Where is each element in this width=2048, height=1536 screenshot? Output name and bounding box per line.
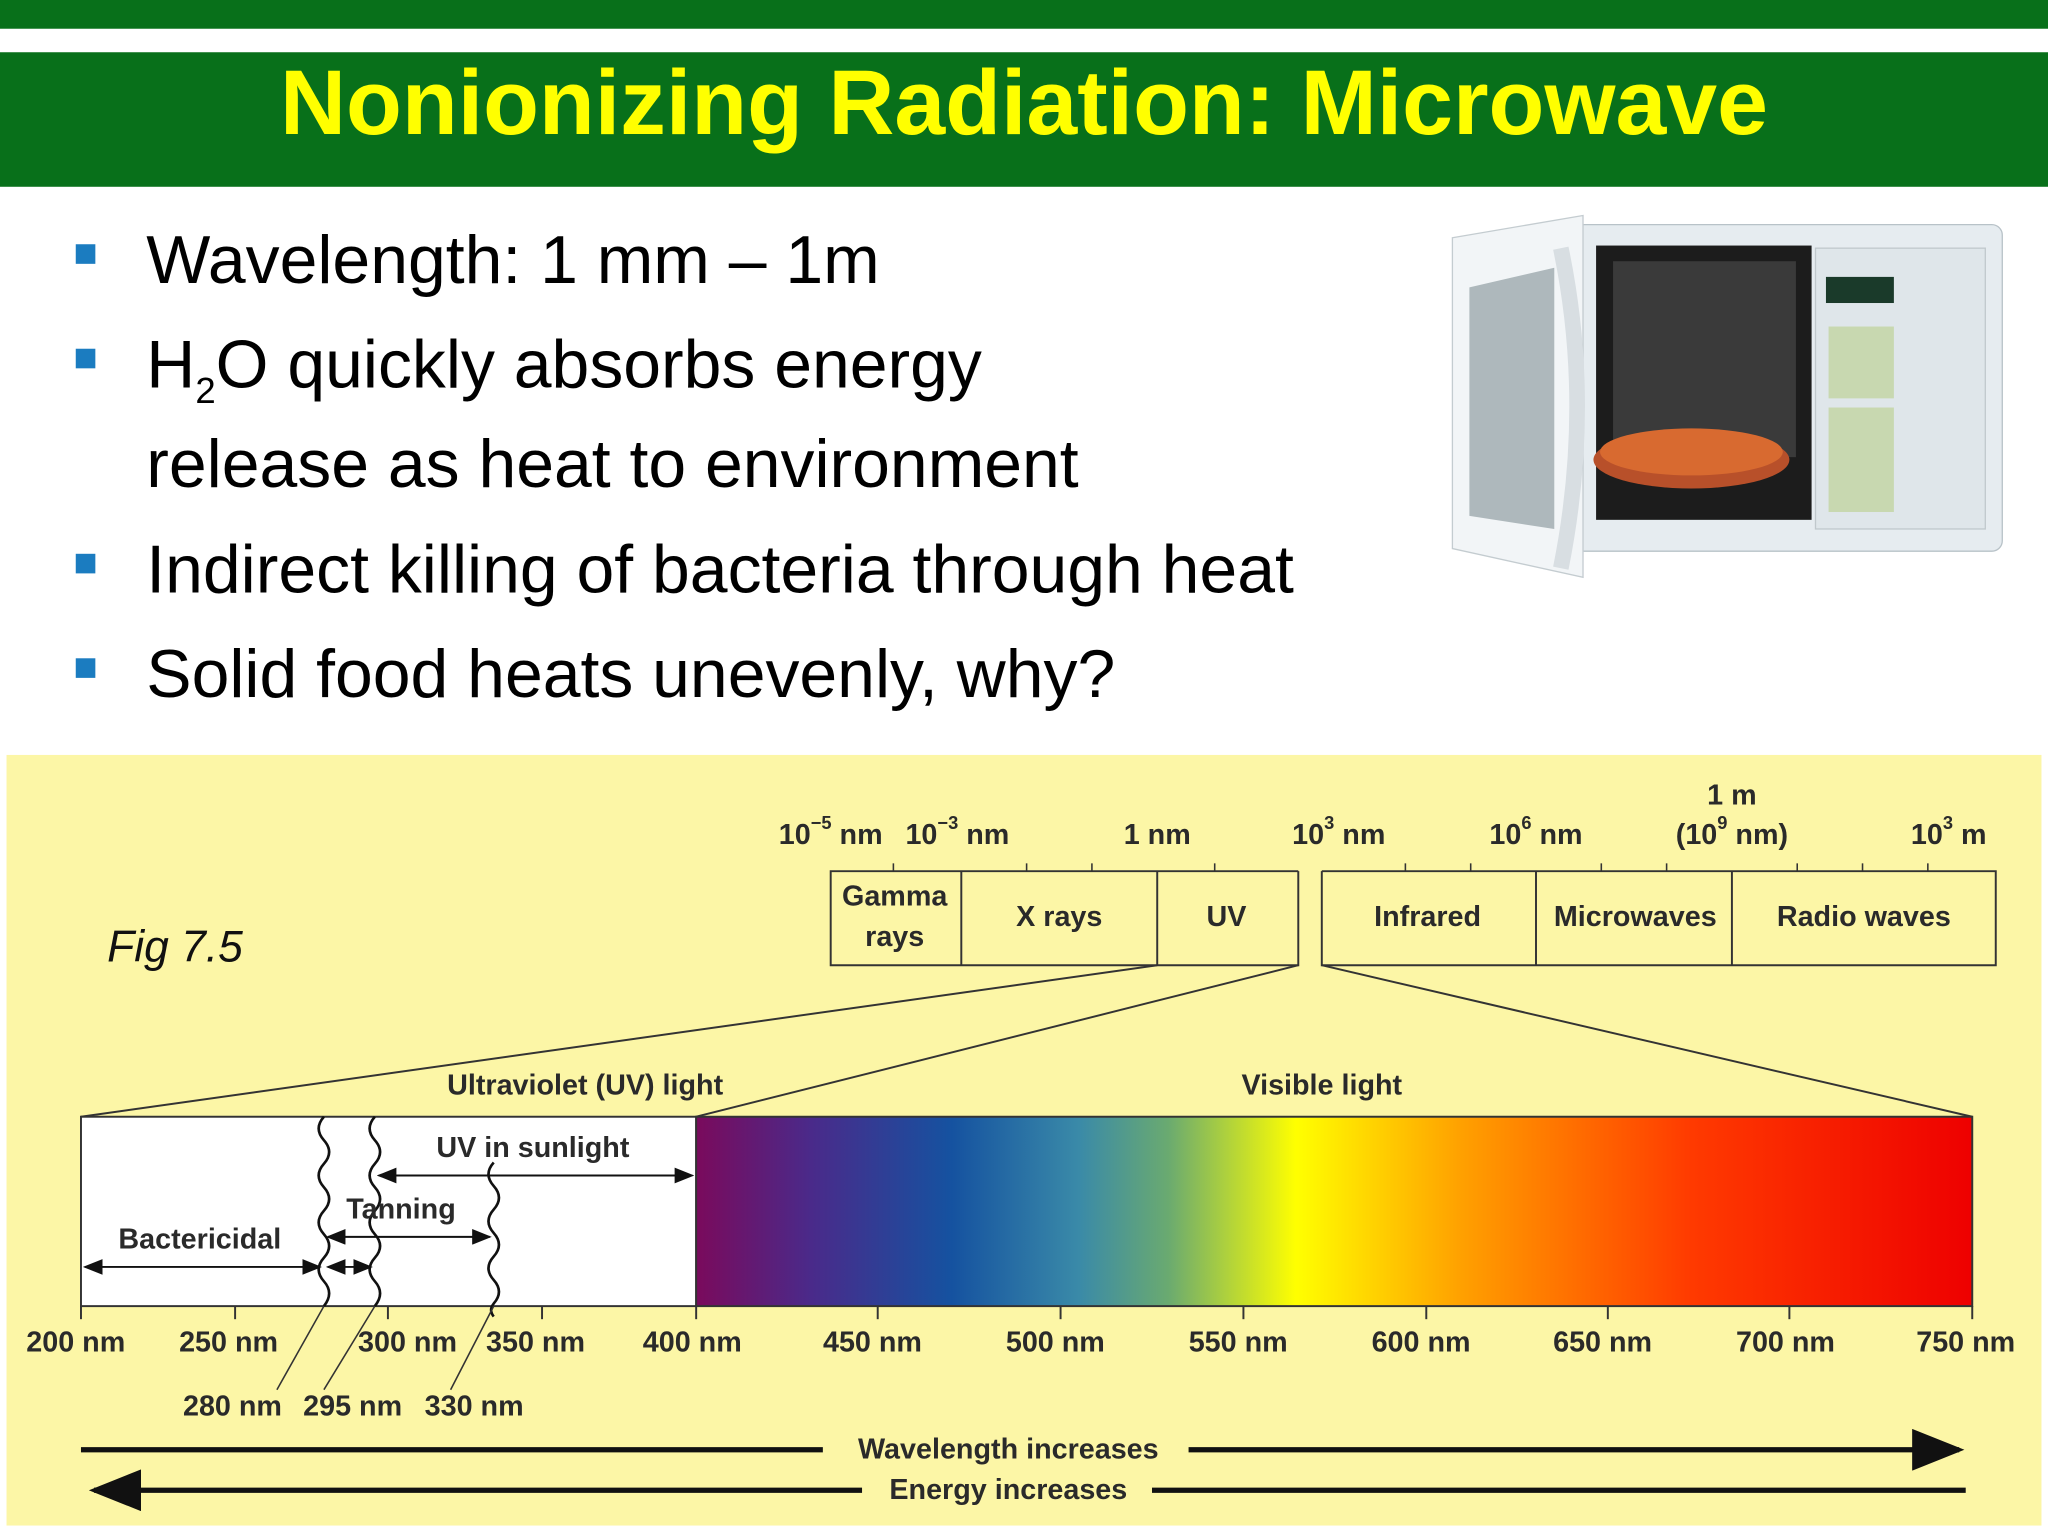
bullet-text: Wavelength: 1 mm – 1m bbox=[146, 223, 879, 298]
bullet-text: Indirect killing of bacteria through hea… bbox=[146, 533, 1294, 608]
subscript: 2 bbox=[195, 370, 215, 411]
bullet-text-part: Solid food heats unevenly, why? bbox=[146, 637, 1115, 712]
scale-exp: 3 bbox=[1324, 812, 1334, 833]
bullet-text: H2O quickly absorbs energy bbox=[146, 328, 982, 411]
scale-label: 103 m bbox=[1911, 812, 1987, 851]
band-label: Gamma bbox=[842, 881, 948, 913]
scale-unit: nm) bbox=[1727, 819, 1788, 851]
band-label: UV bbox=[1206, 901, 1246, 933]
bullet-text-part: H bbox=[146, 328, 195, 403]
scale-exp: 3 bbox=[1943, 812, 1953, 833]
scale-base: 10 bbox=[1911, 819, 1943, 851]
scale-label: (109 nm) bbox=[1676, 812, 1788, 851]
scale-base: (10 bbox=[1676, 819, 1718, 851]
region-label: Visible light bbox=[1241, 1069, 1402, 1101]
band-label: Microwaves bbox=[1554, 901, 1717, 933]
scale-exp: −3 bbox=[937, 812, 958, 833]
boundary-label: 280 nm bbox=[183, 1391, 282, 1423]
scale-label: 10−5 nm bbox=[779, 812, 883, 851]
range-label: UV in sunlight bbox=[436, 1132, 629, 1164]
scale-label: 1 m bbox=[1707, 779, 1757, 811]
scale-label: 106 nm bbox=[1489, 812, 1582, 851]
tick-label: 750 nm bbox=[1916, 1327, 2015, 1359]
scale-label: 103 nm bbox=[1292, 812, 1385, 851]
title-band bbox=[0, 52, 2048, 187]
title: Nonionizing Radiation: Microwave bbox=[280, 52, 1768, 154]
bullet-marker bbox=[75, 553, 96, 574]
scale-unit: nm bbox=[958, 819, 1009, 851]
scale-base: 10 bbox=[905, 819, 937, 851]
scale-base: 10 bbox=[1292, 819, 1324, 851]
tick-label: 700 nm bbox=[1736, 1327, 1835, 1359]
bullet-text-part: O quickly absorbs energy bbox=[216, 328, 982, 403]
band-label: Infrared bbox=[1374, 901, 1481, 933]
spectrum-box bbox=[80, 870, 1997, 1118]
band-label: Radio waves bbox=[1777, 901, 1951, 933]
scale-unit: nm bbox=[1334, 819, 1385, 851]
tick-label: 500 nm bbox=[1006, 1327, 1105, 1359]
scale-base: 1 nm bbox=[1124, 819, 1191, 851]
scale-unit: nm bbox=[1532, 819, 1583, 851]
visible-bar bbox=[695, 1115, 1974, 1308]
tick-label: 350 nm bbox=[486, 1327, 585, 1359]
band-label: rays bbox=[865, 921, 924, 953]
scale-exp: 6 bbox=[1521, 812, 1531, 833]
tick-label: 600 nm bbox=[1372, 1327, 1471, 1359]
bullet-marker bbox=[75, 658, 96, 678]
bullet-text: Solid food heats unevenly, why? bbox=[146, 637, 1115, 712]
bullet-text-part: Indirect killing of bacteria through hea… bbox=[146, 533, 1294, 608]
scale-base: 10 bbox=[779, 819, 811, 851]
scale-unit: m bbox=[1953, 819, 1987, 851]
figure-caption: Fig 7.5 bbox=[107, 922, 243, 971]
region-label: Ultraviolet (UV) light bbox=[447, 1069, 723, 1101]
range-arrows bbox=[82, 1167, 695, 1275]
scale-unit: nm bbox=[832, 819, 883, 851]
tick-label: 450 nm bbox=[823, 1327, 922, 1359]
bullet-marker bbox=[75, 348, 96, 369]
range-label: Bactericidal bbox=[118, 1223, 281, 1255]
range-label: Tanning bbox=[346, 1193, 456, 1225]
direction-arrows bbox=[80, 1428, 1966, 1512]
scale-base: 10 bbox=[1489, 819, 1521, 851]
microwave-image bbox=[1451, 214, 2003, 579]
tick-label: 550 nm bbox=[1189, 1327, 1288, 1359]
tick-label: 400 nm bbox=[643, 1327, 742, 1359]
bullet-text-line: release as heat to environment bbox=[146, 427, 1079, 502]
boundary-label: 295 nm bbox=[303, 1391, 402, 1423]
tick-label: 200 nm bbox=[26, 1327, 125, 1359]
top-band bbox=[0, 0, 2048, 29]
leader-lines bbox=[276, 1305, 495, 1391]
arrow-label: Wavelength increases bbox=[858, 1434, 1159, 1466]
tick-label: 650 nm bbox=[1553, 1327, 1652, 1359]
bullet-text-part: Wavelength: 1 mm – 1m bbox=[146, 223, 879, 298]
tick-label: 300 nm bbox=[358, 1327, 457, 1359]
tick-label: 250 nm bbox=[179, 1327, 278, 1359]
band-label: X rays bbox=[1016, 901, 1102, 933]
scale-exp: −5 bbox=[811, 812, 832, 833]
boundary-label: 330 nm bbox=[425, 1391, 524, 1423]
arrow-label: Energy increases bbox=[889, 1474, 1127, 1506]
scale-label: 10−3 nm bbox=[905, 812, 1009, 851]
scale-ticks bbox=[892, 863, 1929, 872]
scale-label: 1 nm bbox=[1124, 819, 1191, 851]
bullet-marker bbox=[75, 244, 96, 264]
scale-exp: 9 bbox=[1717, 812, 1727, 833]
